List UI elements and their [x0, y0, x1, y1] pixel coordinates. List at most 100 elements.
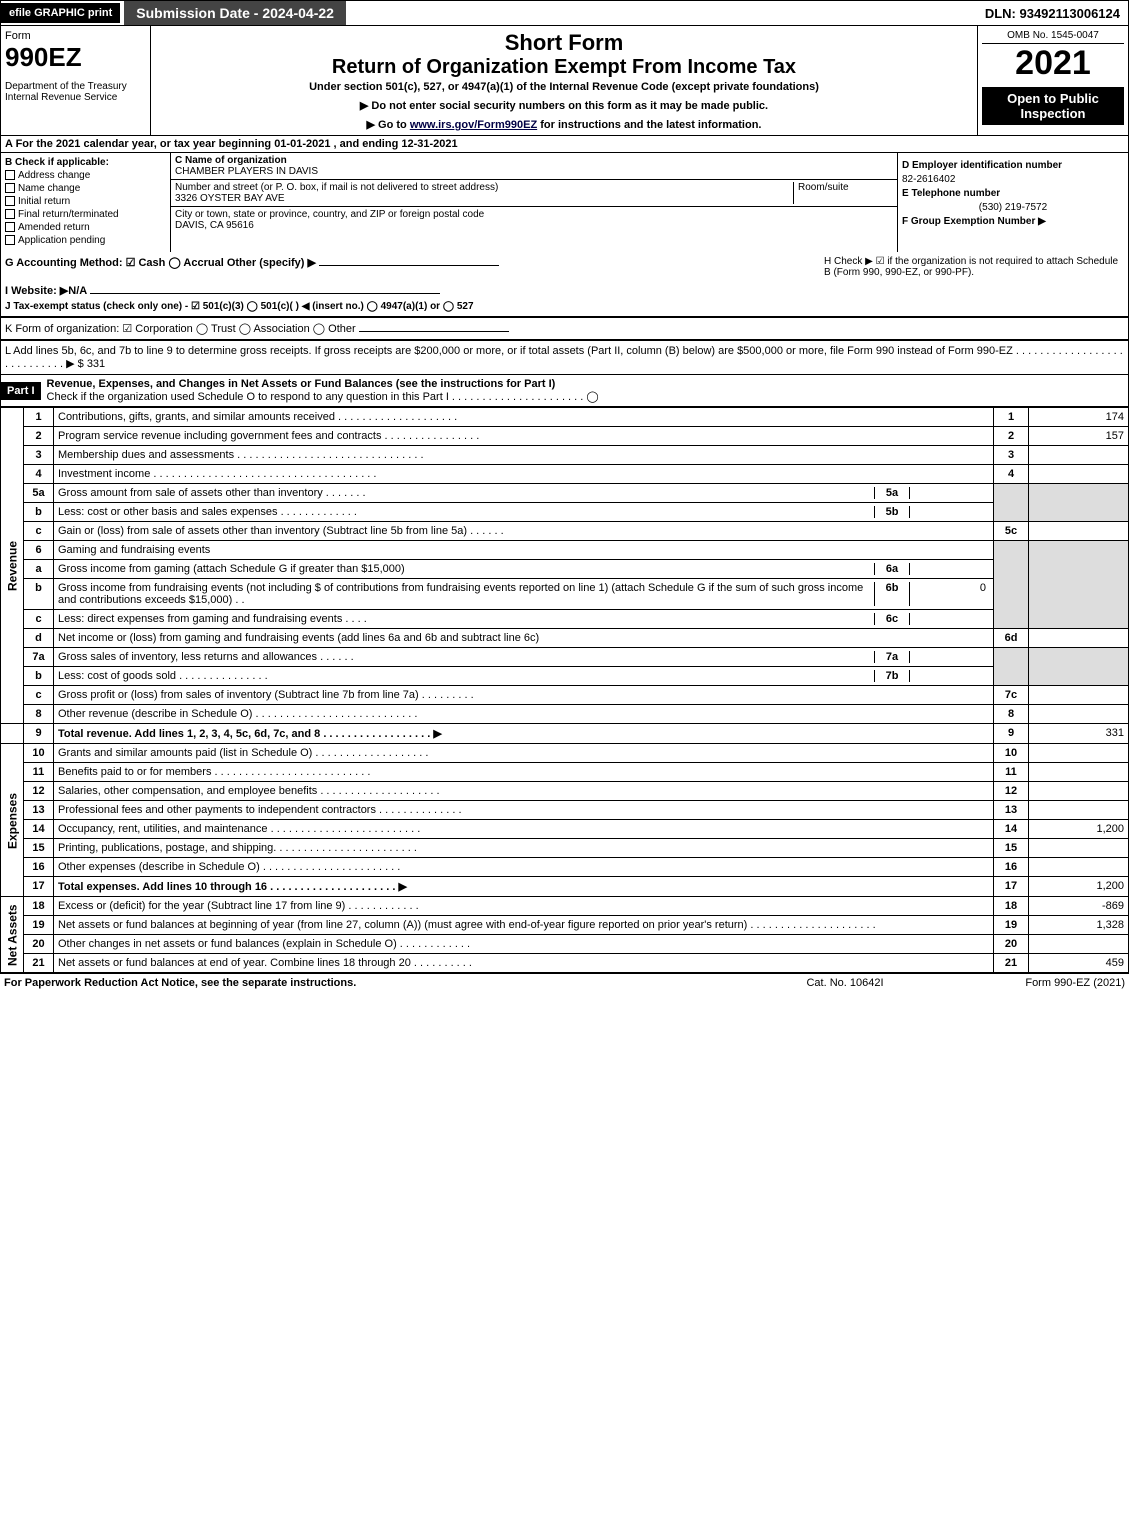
line-7b: b Less: cost of goods sold . . . . . . .…	[1, 667, 1129, 686]
l21-val: 459	[1029, 954, 1129, 973]
l17-num: 17	[24, 877, 54, 897]
l11-val	[1029, 763, 1129, 782]
l19-desc: Net assets or fund balances at beginning…	[54, 916, 994, 935]
line-6b: b Gross income from fundraising events (…	[1, 579, 1129, 610]
l8-num: 8	[24, 705, 54, 724]
chk-final-return[interactable]	[5, 209, 15, 219]
col-b-title: B Check if applicable:	[5, 157, 109, 168]
line-5b: b Less: cost or other basis and sales ex…	[1, 503, 1129, 522]
part1-label: Part I	[1, 382, 41, 400]
org-name-label: C Name of organization	[175, 155, 287, 166]
l18-val: -869	[1029, 897, 1129, 916]
side-netassets: Net Assets	[1, 897, 24, 973]
line-19: 19 Net assets or fund balances at beginn…	[1, 916, 1129, 935]
goto-pre: ▶ Go to	[367, 119, 410, 131]
g-accounting: G Accounting Method: ☑ Cash ◯ Accrual Ot…	[0, 252, 1129, 317]
l9-desc: Total revenue. Add lines 1, 2, 3, 4, 5c,…	[58, 728, 442, 740]
l16-num: 16	[24, 858, 54, 877]
l20-num: 20	[24, 935, 54, 954]
l7a-sv	[909, 651, 989, 663]
l6c-sn: 6c	[874, 613, 909, 625]
l15-num: 15	[24, 839, 54, 858]
l20-desc: Other changes in net assets or fund bala…	[54, 935, 994, 954]
l17-box: 17	[994, 877, 1029, 897]
chk-address-change[interactable]	[5, 170, 15, 180]
open-to-public: Open to Public Inspection	[982, 87, 1124, 125]
h-text: H Check ▶ ☑ if the organization is not r…	[824, 256, 1118, 278]
l7c-num: c	[24, 686, 54, 705]
l7b-sn: 7b	[874, 670, 909, 682]
l13-num: 13	[24, 801, 54, 820]
l6-val-shaded	[1029, 541, 1129, 629]
line-18: Net Assets 18 Excess or (deficit) for th…	[1, 897, 1129, 916]
line-10: Expenses 10 Grants and similar amounts p…	[1, 744, 1129, 763]
l19-num: 19	[24, 916, 54, 935]
i-website: I Website: ▶N/A	[5, 285, 87, 297]
l18-box: 18	[994, 897, 1029, 916]
l15-desc: Printing, publications, postage, and shi…	[54, 839, 994, 858]
line-8: 8 Other revenue (describe in Schedule O)…	[1, 705, 1129, 724]
lbl-initial-return: Initial return	[18, 196, 70, 207]
l6c-num: c	[24, 610, 54, 629]
lbl-amended-return: Amended return	[18, 222, 90, 233]
short-form-title: Short Form	[155, 30, 973, 56]
l21-box: 21	[994, 954, 1029, 973]
line-15: 15 Printing, publications, postage, and …	[1, 839, 1129, 858]
l14-box: 14	[994, 820, 1029, 839]
l5b-desc: Less: cost or other basis and sales expe…	[58, 506, 874, 518]
footer-catno: Cat. No. 10642I	[745, 977, 945, 989]
chk-amended-return[interactable]	[5, 222, 15, 232]
line-6a: a Gross income from gaming (attach Sched…	[1, 560, 1129, 579]
header-right: OMB No. 1545-0047 2021 Open to Public In…	[978, 26, 1128, 135]
l8-box: 8	[994, 705, 1029, 724]
l7a-desc: Gross sales of inventory, less returns a…	[58, 651, 874, 663]
l2-box: 2	[994, 427, 1029, 446]
l6d-val	[1029, 629, 1129, 648]
l4-box: 4	[994, 465, 1029, 484]
l11-num: 11	[24, 763, 54, 782]
section-a-text: A For the 2021 calendar year, or tax yea…	[5, 138, 458, 150]
line-6: 6 Gaming and fundraising events	[1, 541, 1129, 560]
submission-date: Submission Date - 2024-04-22	[124, 1, 346, 25]
lbl-application-pending: Application pending	[18, 235, 105, 246]
l3-num: 3	[24, 446, 54, 465]
chk-application-pending[interactable]	[5, 235, 15, 245]
l15-box: 15	[994, 839, 1029, 858]
form-label: Form	[5, 30, 146, 42]
l5c-desc: Gain or (loss) from sale of assets other…	[54, 522, 994, 541]
l6b-sv: 0	[909, 582, 989, 606]
l13-desc: Professional fees and other payments to …	[54, 801, 994, 820]
irs-link[interactable]: www.irs.gov/Form990EZ	[410, 119, 537, 131]
chk-initial-return[interactable]	[5, 196, 15, 206]
l7b-sv	[909, 670, 989, 682]
l16-box: 16	[994, 858, 1029, 877]
line-9: 9 Total revenue. Add lines 1, 2, 3, 4, 5…	[1, 724, 1129, 744]
l8-val	[1029, 705, 1129, 724]
l4-num: 4	[24, 465, 54, 484]
header-center: Short Form Return of Organization Exempt…	[151, 26, 978, 135]
line-13: 13 Professional fees and other payments …	[1, 801, 1129, 820]
l5c-box: 5c	[994, 522, 1029, 541]
l7a-num: 7a	[24, 648, 54, 667]
l12-val	[1029, 782, 1129, 801]
k-text: K Form of organization: ☑ Corporation ◯ …	[5, 323, 356, 335]
line-3: 3 Membership dues and assessments . . . …	[1, 446, 1129, 465]
part1-check: Check if the organization used Schedule …	[47, 391, 599, 403]
l2-desc: Program service revenue including govern…	[54, 427, 994, 446]
l6a-sn: 6a	[874, 563, 909, 575]
addr-value: 3326 OYSTER BAY AVE	[175, 193, 285, 204]
l6-desc: Gaming and fundraising events	[54, 541, 994, 560]
l20-box: 20	[994, 935, 1029, 954]
efile-button[interactable]: efile GRAPHIC print	[1, 3, 120, 23]
org-name: CHAMBER PLAYERS IN DAVIS	[175, 166, 318, 177]
l4-desc: Investment income . . . . . . . . . . . …	[54, 465, 994, 484]
tel-label: E Telephone number	[902, 188, 1000, 199]
l20-val	[1029, 935, 1129, 954]
chk-name-change[interactable]	[5, 183, 15, 193]
col-c: C Name of organization CHAMBER PLAYERS I…	[171, 153, 898, 252]
side-expenses: Expenses	[1, 744, 24, 897]
l9-box: 9	[994, 724, 1029, 744]
l6c-desc: Less: direct expenses from gaming and fu…	[58, 613, 874, 625]
form-number: 990EZ	[5, 42, 146, 73]
addr-label: Number and street (or P. O. box, if mail…	[175, 182, 498, 193]
